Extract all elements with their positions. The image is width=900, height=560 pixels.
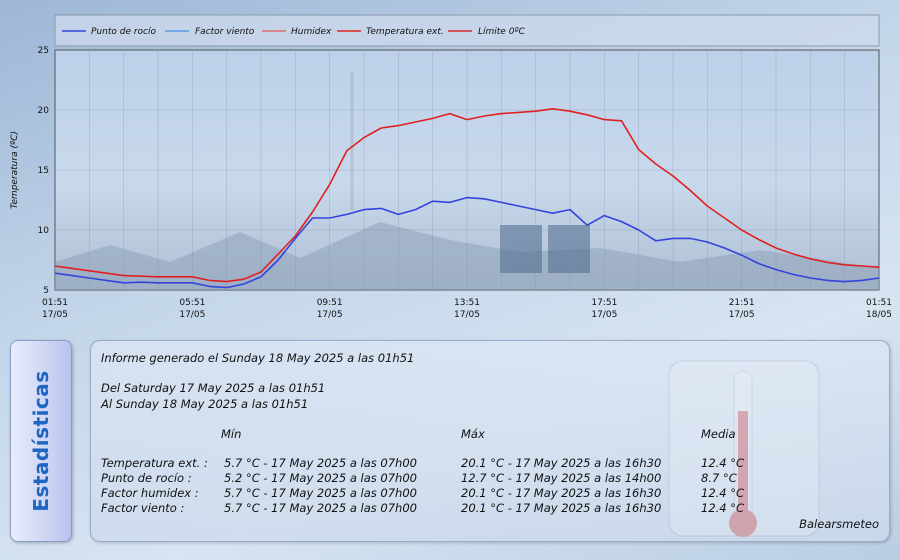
row-min: 5.2 °C - 17 May 2025 a las 07h00 <box>224 471 417 485</box>
x-tick-time: 17:51 <box>591 298 617 308</box>
y-tick-label: 25 <box>38 46 49 56</box>
statistics-tab[interactable]: Estadísticas <box>10 340 72 542</box>
x-axis-ticks: 01:51 17/05 05:51 17/05 09:51 17/05 13:51 17/05… <box>42 298 892 320</box>
row-label: Punto de rocío : <box>101 471 192 485</box>
row-avg: 12.4 °C <box>701 501 745 515</box>
y-tick-label: 20 <box>38 106 50 116</box>
header-avg: Media <box>701 427 736 441</box>
x-tick-time: 01:51 <box>42 298 68 308</box>
thermometer-image <box>668 360 820 537</box>
x-tick-time: 09:51 <box>317 298 343 308</box>
legend-item-temperatura-ext: Temperatura ext. <box>337 27 444 37</box>
row-avg: 12.4 °C <box>701 456 745 470</box>
report-generated-text: Informe generado el Sunday 18 May 2025 a… <box>101 351 415 365</box>
series-line-temperatura-ext <box>54 108 880 283</box>
row-max: 12.7 °C - 17 May 2025 a las 14h00 <box>461 471 662 485</box>
x-tick-time: 21:51 <box>729 298 755 308</box>
x-tick-time: 13:51 <box>454 298 480 308</box>
statistics-tab-label: Estadísticas <box>29 370 53 512</box>
svg-text:Factor viento: Factor viento <box>195 27 255 37</box>
legend-item-humidex: Humidex <box>262 27 332 37</box>
legend-item-factor-viento: Factor viento <box>165 27 255 37</box>
svg-text:Límite 0ºC: Límite 0ºC <box>478 27 526 37</box>
row-max: 20.1 °C - 17 May 2025 a las 16h30 <box>461 486 662 500</box>
row-label: Factor humidex : <box>101 486 199 500</box>
row-label: Temperatura ext. : <box>101 456 208 470</box>
x-tick-date: 17/05 <box>179 310 205 320</box>
series-lines <box>54 108 880 289</box>
row-max: 20.1 °C - 17 May 2025 a las 16h30 <box>461 456 662 470</box>
row-min: 5.7 °C - 17 May 2025 a las 07h00 <box>224 486 417 500</box>
svg-text:Humidex: Humidex <box>291 27 332 37</box>
temperature-chart: 5 10 15 20 25 01:51 17/05 05:51 17/05 09:51 17/05… <box>10 14 892 320</box>
solar-panel-image <box>350 72 590 273</box>
row-avg: 8.7 °C <box>701 471 737 485</box>
row-min: 5.7 °C - 17 May 2025 a las 07h00 <box>224 456 417 470</box>
row-max: 20.1 °C - 17 May 2025 a las 16h30 <box>461 501 662 515</box>
brand-link[interactable]: Balearsmeteo <box>799 517 879 531</box>
x-tick-date: 17/05 <box>454 310 480 320</box>
y-tick-label: 5 <box>43 286 49 296</box>
x-tick-time: 05:51 <box>179 298 205 308</box>
series-line-punto-de-roc-o <box>54 196 880 289</box>
y-tick-label: 15 <box>38 166 49 176</box>
legend-item-limite: Límite 0ºC <box>448 27 526 37</box>
x-tick-date: 17/05 <box>729 310 755 320</box>
legend-item-punto-rocio: Punto de rocío <box>62 27 156 37</box>
svg-text:Temperatura ext.: Temperatura ext. <box>366 27 444 37</box>
x-tick-date: 17/05 <box>317 310 343 320</box>
y-axis-ticks: 5 10 15 20 25 <box>38 46 50 296</box>
row-min: 5.7 °C - 17 May 2025 a las 07h00 <box>224 501 417 515</box>
svg-text:Punto de rocío: Punto de rocío <box>91 27 156 37</box>
statistics-panel: Informe generado el Sunday 18 May 2025 a… <box>90 340 890 542</box>
x-tick-date: 18/05 <box>866 310 892 320</box>
report-from-text: Del Saturday 17 May 2025 a las 01h51 <box>101 381 326 395</box>
x-tick-time: 01:51 <box>866 298 892 308</box>
x-tick-date: 17/05 <box>591 310 617 320</box>
y-axis-label: Temperatura (ºC) <box>10 131 20 209</box>
x-tick-date: 17/05 <box>42 310 68 320</box>
row-avg: 12.4 °C <box>701 486 745 500</box>
y-tick-label: 10 <box>38 226 50 236</box>
report-to-text: Al Sunday 18 May 2025 a las 01h51 <box>101 397 309 411</box>
header-min: Mín <box>221 427 242 441</box>
grid-lines <box>55 50 879 290</box>
header-max: Máx <box>461 427 485 441</box>
row-label: Factor viento : <box>101 501 185 515</box>
